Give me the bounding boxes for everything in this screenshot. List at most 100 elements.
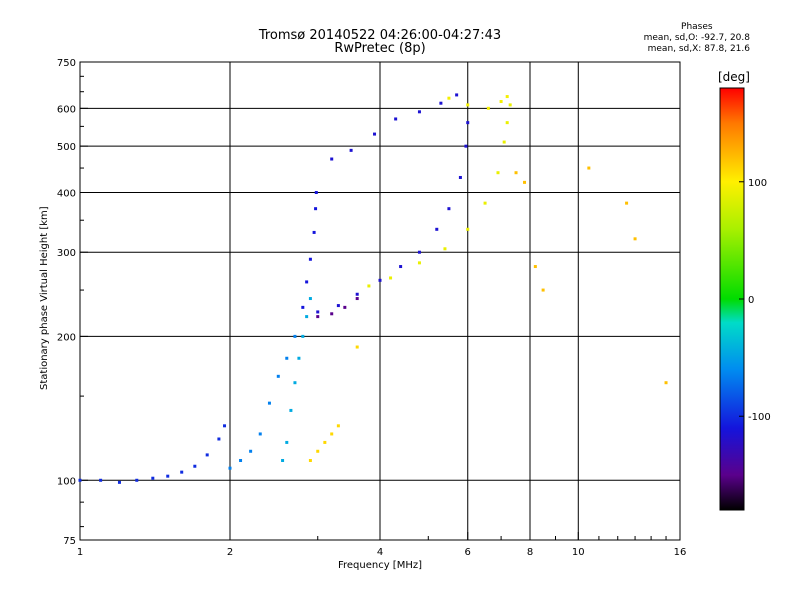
- data-point: [466, 227, 470, 231]
- data-point: [308, 458, 312, 462]
- data-point: [533, 265, 537, 269]
- colorbar-unit: [deg]: [718, 70, 750, 84]
- data-point: [301, 334, 305, 338]
- data-point: [464, 144, 468, 148]
- data-point: [285, 356, 289, 360]
- data-point: [399, 265, 403, 269]
- data-point: [314, 207, 318, 211]
- data-point: [355, 292, 359, 296]
- phase-summary: Phases mean, sd,O: -92.7, 20.8 mean, sd,…: [644, 22, 750, 55]
- y-tick-label: 750: [57, 58, 76, 69]
- y-tick-label: 400: [57, 188, 76, 199]
- data-point: [505, 121, 509, 125]
- x-tick-label: 10: [572, 547, 585, 558]
- data-point: [308, 257, 312, 261]
- data-point: [466, 121, 470, 125]
- colorbar-tick-label: 100: [748, 178, 767, 189]
- data-point: [439, 101, 443, 105]
- data-point: [305, 280, 309, 284]
- data-point: [496, 171, 500, 175]
- data-point: [267, 401, 271, 405]
- x-tick-label: 1: [77, 547, 83, 558]
- data-point: [435, 227, 439, 231]
- data-point: [499, 100, 503, 104]
- data-point: [323, 440, 327, 444]
- data-point: [443, 247, 447, 251]
- data-point: [508, 103, 512, 107]
- phase-summary-o: mean, sd,O: -92.7, 20.8: [643, 33, 750, 43]
- y-axis-label: Stationary phase Virtual Height [km]: [39, 206, 50, 390]
- x-axis-label: Frequency [MHz]: [337, 560, 423, 571]
- data-point: [466, 103, 470, 107]
- data-point: [336, 304, 340, 308]
- data-point: [239, 458, 243, 462]
- x-tick-label: 4: [377, 547, 383, 558]
- data-point: [314, 190, 318, 194]
- data-point: [305, 315, 309, 319]
- data-point: [205, 453, 209, 457]
- y-tick-label: 500: [57, 142, 76, 153]
- data-point: [633, 237, 637, 241]
- data-point: [312, 230, 316, 234]
- data-point: [389, 276, 393, 280]
- colorbar-tick-label: 0: [748, 295, 754, 306]
- data-point: [330, 157, 334, 161]
- data-point: [625, 201, 629, 205]
- data-point: [417, 261, 421, 265]
- data-point: [458, 175, 462, 179]
- data-point: [447, 96, 451, 100]
- data-point: [417, 250, 421, 254]
- y-tick-label: 75: [63, 536, 76, 547]
- data-point: [151, 476, 155, 480]
- data-point: [447, 207, 451, 211]
- data-point: [505, 95, 509, 99]
- data-point: [99, 478, 103, 482]
- data-point: [316, 310, 320, 314]
- phase-summary-title: Phases: [681, 22, 713, 32]
- data-point: [394, 117, 398, 121]
- x-tick-label: 6: [465, 547, 471, 558]
- data-point: [541, 288, 545, 292]
- y-tick-label: 600: [57, 104, 76, 115]
- data-point: [276, 374, 280, 378]
- data-point: [330, 432, 334, 436]
- data-point: [78, 478, 82, 482]
- y-tick-label: 300: [57, 248, 76, 259]
- data-point: [258, 432, 262, 436]
- data-point: [343, 305, 347, 309]
- data-point: [166, 474, 170, 478]
- data-point: [336, 424, 340, 428]
- data-point: [289, 408, 293, 412]
- data-point: [367, 284, 371, 288]
- data-point: [349, 148, 353, 152]
- data-point: [664, 381, 668, 385]
- data-point: [316, 315, 320, 319]
- data-point: [285, 440, 289, 444]
- colorbar-tick-label: -100: [748, 412, 771, 423]
- data-point: [378, 278, 382, 282]
- data-point: [373, 132, 377, 136]
- data-point: [514, 171, 518, 175]
- data-point: [281, 458, 285, 462]
- x-tick-label: 2: [227, 547, 233, 558]
- data-point: [587, 166, 591, 170]
- data-point: [523, 180, 527, 184]
- data-point: [486, 106, 490, 110]
- data-point: [355, 345, 359, 349]
- chart-title: Tromsø 20140522 04:26:00-04:27:43: [258, 28, 502, 43]
- data-point: [249, 449, 253, 453]
- data-point: [355, 297, 359, 301]
- data-point: [217, 437, 221, 441]
- data-point: [228, 466, 232, 470]
- data-point: [135, 478, 139, 482]
- x-tick-label: 8: [527, 547, 533, 558]
- data-point: [308, 297, 312, 301]
- data-point: [316, 449, 320, 453]
- data-point: [193, 464, 197, 468]
- x-tick-label: 16: [674, 547, 687, 558]
- y-tick-label: 100: [57, 476, 76, 487]
- data-point: [483, 201, 487, 205]
- data-point: [180, 470, 184, 474]
- data-point: [117, 480, 121, 484]
